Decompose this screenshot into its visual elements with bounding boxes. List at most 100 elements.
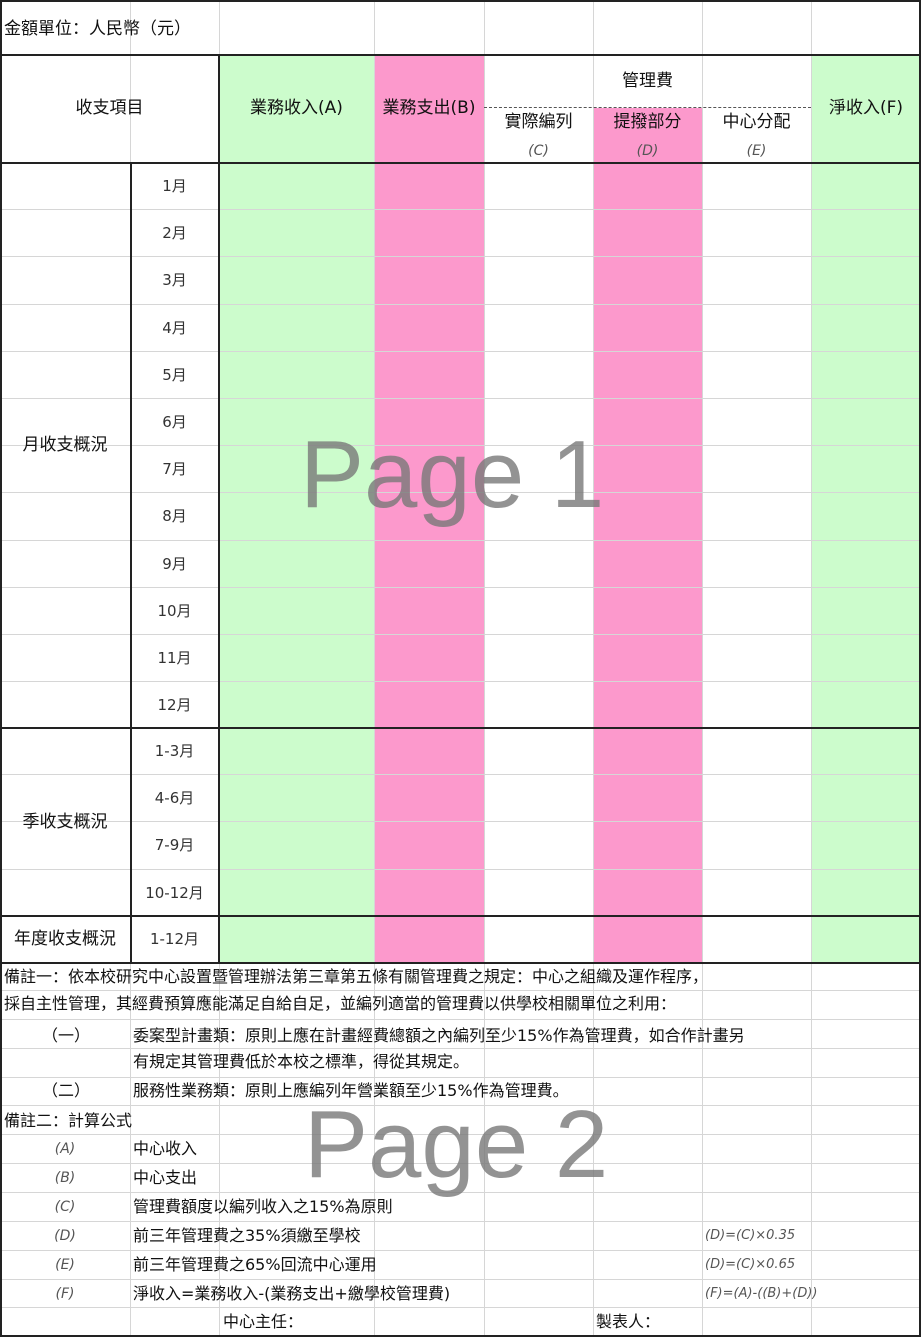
grid-row-line xyxy=(0,1221,921,1222)
grid-row-line xyxy=(0,256,921,258)
header-center-sub: (E) xyxy=(746,143,767,159)
note1-line2: 採自主性管理，其經費預算應能滿足自給自足，並編列適當的管理費以供學校相關單位之利… xyxy=(4,994,677,1013)
month-label: 1月 xyxy=(162,177,187,195)
grid-row-line xyxy=(0,350,921,352)
signature-preparer: 製表人： xyxy=(596,1312,661,1331)
formula-text: 前三年管理費之65%回流中心運用 xyxy=(133,1255,377,1274)
month-label: 8月 xyxy=(162,507,187,526)
quarter-label: 4-6月 xyxy=(154,789,195,808)
grid-row-line xyxy=(0,54,921,56)
grid-row-line xyxy=(0,727,921,729)
grid-row-line xyxy=(0,962,921,964)
formula-code: (F) xyxy=(55,1286,75,1302)
mgmt-fee-divider xyxy=(484,107,811,108)
grid-row-line xyxy=(0,634,921,635)
note1-line1: 備註一：依本校研究中心設置暨管理辦法第三章第五條有關管理費之規定：中心之組織及運… xyxy=(4,967,709,986)
month-label: 7月 xyxy=(162,460,187,479)
month-label: 12月 xyxy=(157,696,192,715)
note1-item1-label: （一） xyxy=(42,1026,91,1045)
header-expense: 業務支出(B) xyxy=(382,98,476,118)
grid-col-line xyxy=(919,0,921,1337)
header-actual-sub: (C) xyxy=(528,143,549,159)
header-items: 收支項目 xyxy=(75,98,144,118)
header-allocated-sub: (D) xyxy=(636,143,659,159)
grid-row-line xyxy=(0,1048,921,1049)
quarter-label: 7-9月 xyxy=(154,836,195,855)
income-column-fill xyxy=(219,55,374,962)
month-label: 10月 xyxy=(157,601,192,620)
month-label: 3月 xyxy=(162,271,187,290)
expense-column-fill xyxy=(374,55,484,962)
quarter-label: 10-12月 xyxy=(145,883,204,902)
formula-expression: (F)=(A)-((B)+(D)) xyxy=(705,1286,818,1301)
grid-row-line xyxy=(0,1077,921,1078)
quarter-label: 1-3月 xyxy=(154,742,195,760)
page-2-watermark: Page 2 xyxy=(304,1091,609,1198)
formula-code: (D) xyxy=(54,1228,76,1244)
grid-row-line xyxy=(0,1250,921,1251)
grid-col-line xyxy=(218,54,220,962)
grid-col-line xyxy=(130,162,132,962)
header-center: 中心分配 xyxy=(722,112,791,132)
grid-row-line xyxy=(0,774,921,776)
formula-text: 管理費額度以編列收入之15%為原則 xyxy=(133,1197,393,1216)
formula-text: 中心支出 xyxy=(133,1168,198,1187)
month-label: 4月 xyxy=(162,318,187,337)
formula-expression: (D)=(C)×0.35 xyxy=(705,1228,796,1243)
grid-row-line xyxy=(0,162,921,164)
unit-label: 金額單位：人民幣（元） xyxy=(4,19,191,39)
signature-director: 中心主任： xyxy=(223,1312,304,1331)
grid-col-line xyxy=(593,0,594,1337)
formula-code: (A) xyxy=(54,1141,76,1157)
grid-row-line xyxy=(0,1335,921,1337)
section-monthly: 月收支概況 xyxy=(22,435,108,455)
grid-row-line xyxy=(0,1105,921,1106)
month-label: 5月 xyxy=(162,365,187,384)
grid-row-line xyxy=(0,1192,921,1193)
note1-item1-line2: 有規定其管理費低於本校之標準，得從其規定。 xyxy=(133,1052,470,1071)
formula-code: (E) xyxy=(55,1257,75,1273)
page-1-watermark: Page 1 xyxy=(300,421,605,528)
grid-col-line xyxy=(702,0,703,1337)
grid-row-line xyxy=(0,821,921,823)
formula-text: 淨收入=業務收入-(業務支出+繳學校管理費) xyxy=(133,1284,451,1303)
grid-row-line xyxy=(0,1019,921,1020)
note1-item1-line1: 委案型計畫類：原則上應在計畫經費總額之內編列至少15%作為管理費，如合作計畫另 xyxy=(133,1026,745,1045)
header-income: 業務收入(A) xyxy=(250,98,343,118)
grid-col-line xyxy=(219,0,220,1337)
section-quarterly: 季收支概況 xyxy=(22,812,108,832)
grid-row-line xyxy=(0,868,921,870)
section-annual: 年度收支概況 xyxy=(14,929,116,949)
note1-item2-label: （二） xyxy=(42,1081,91,1100)
header-net: 淨收入(F) xyxy=(828,98,904,118)
grid-row-line xyxy=(0,0,921,2)
formula-expression: (D)=(C)×0.65 xyxy=(705,1257,796,1272)
grid-row-line xyxy=(0,586,921,588)
grid-row-line xyxy=(0,398,921,399)
net-column-fill xyxy=(811,55,921,962)
annual-label: 1-12月 xyxy=(149,930,200,948)
formula-text: 中心收入 xyxy=(133,1139,198,1158)
note1-item2-text: 服務性業務類：原則上應編列年營業額至少15%作為管理費。 xyxy=(133,1081,569,1100)
grid-col-line xyxy=(374,0,375,1337)
header-allocated: 提撥部分 xyxy=(613,112,682,132)
grid-col-line xyxy=(0,0,2,1337)
allocated-column-fill xyxy=(593,108,702,962)
note2-heading: 備註二：計算公式 xyxy=(4,1111,133,1130)
month-label: 2月 xyxy=(162,224,187,243)
grid-row-line xyxy=(0,990,921,991)
grid-row-line xyxy=(0,915,921,917)
header-actual: 實際編列 xyxy=(504,112,573,132)
month-label: 11月 xyxy=(157,649,192,667)
grid-row-line xyxy=(0,1163,921,1164)
grid-row-line xyxy=(0,492,921,494)
grid-row-line xyxy=(0,1307,921,1308)
month-label: 6月 xyxy=(162,413,187,431)
grid-col-line xyxy=(484,0,485,1337)
formula-code: (C) xyxy=(54,1199,76,1215)
grid-col-line xyxy=(811,0,812,1337)
grid-row-line xyxy=(0,1134,921,1135)
grid-row-line xyxy=(0,681,921,683)
month-label: 9月 xyxy=(162,554,187,573)
header-mgmt-fee: 管理費 xyxy=(622,71,673,91)
